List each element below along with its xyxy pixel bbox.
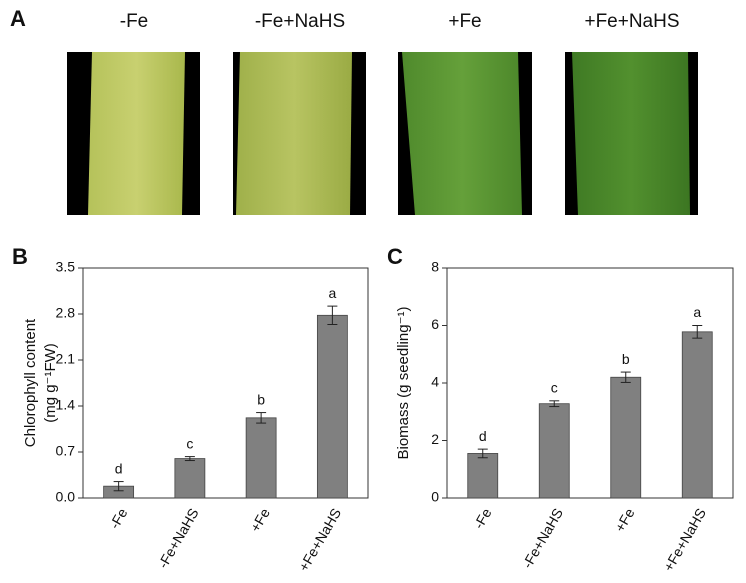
leaf-photos xyxy=(67,52,698,215)
x-tick-label: +Fe xyxy=(611,505,637,534)
photo-title: +Fe xyxy=(448,11,481,32)
x-tick-label: +Fe+NaHS xyxy=(295,505,344,574)
y-tick-label: 2.1 xyxy=(56,351,76,367)
panel-label: A xyxy=(10,6,26,31)
panel-label: B xyxy=(12,244,28,269)
bar xyxy=(467,453,499,499)
leaf xyxy=(572,52,690,215)
significance-letter: c xyxy=(551,380,558,396)
significance-letter: a xyxy=(328,285,336,301)
y-axis-label: (mg g⁻¹FW) xyxy=(42,343,59,423)
photo-title: -Fe xyxy=(120,11,149,32)
y-tick-label: 3.5 xyxy=(56,259,76,275)
y-axis-label: Chlorophyll content xyxy=(22,318,39,447)
leaf xyxy=(88,52,185,215)
x-tick-label: -Fe+NaHS xyxy=(155,505,202,571)
y-axis-label: Biomass (g seedling⁻¹) xyxy=(395,307,412,460)
leaf xyxy=(402,52,522,215)
bar xyxy=(174,458,206,499)
y-tick-label: 0.0 xyxy=(56,489,76,505)
bar xyxy=(681,331,713,499)
y-tick-label: 0 xyxy=(431,489,439,505)
bar xyxy=(245,417,277,499)
bar xyxy=(538,403,570,499)
y-tick-label: 2 xyxy=(431,431,439,447)
significance-letter: b xyxy=(257,391,265,407)
y-tick-label: 8 xyxy=(431,259,439,275)
x-tick-label: +Fe xyxy=(247,505,273,534)
y-tick-label: 1.4 xyxy=(56,397,76,413)
plot-frame xyxy=(82,267,369,499)
y-tick-label: 6 xyxy=(431,316,439,332)
y-tick-label: 2.8 xyxy=(56,305,76,321)
y-tick-label: 0.7 xyxy=(56,443,76,459)
y-tick-label: 4 xyxy=(431,374,439,390)
significance-letter: a xyxy=(693,304,701,320)
significance-letter: b xyxy=(622,351,630,367)
significance-letter: d xyxy=(115,460,123,476)
x-tick-label: -Fe+NaHS xyxy=(519,505,566,571)
x-tick-label: -Fe xyxy=(106,505,130,531)
bar xyxy=(610,376,642,499)
significance-letter: c xyxy=(186,435,193,451)
photo-title: +Fe+NaHS xyxy=(584,11,679,32)
x-tick-label: +Fe+NaHS xyxy=(660,505,709,574)
photo-title: -Fe+NaHS xyxy=(255,11,345,32)
bar xyxy=(316,314,348,499)
leaf xyxy=(236,52,352,215)
x-tick-label: -Fe xyxy=(470,505,494,531)
significance-letter: d xyxy=(479,428,487,444)
panel-label: C xyxy=(387,244,403,269)
